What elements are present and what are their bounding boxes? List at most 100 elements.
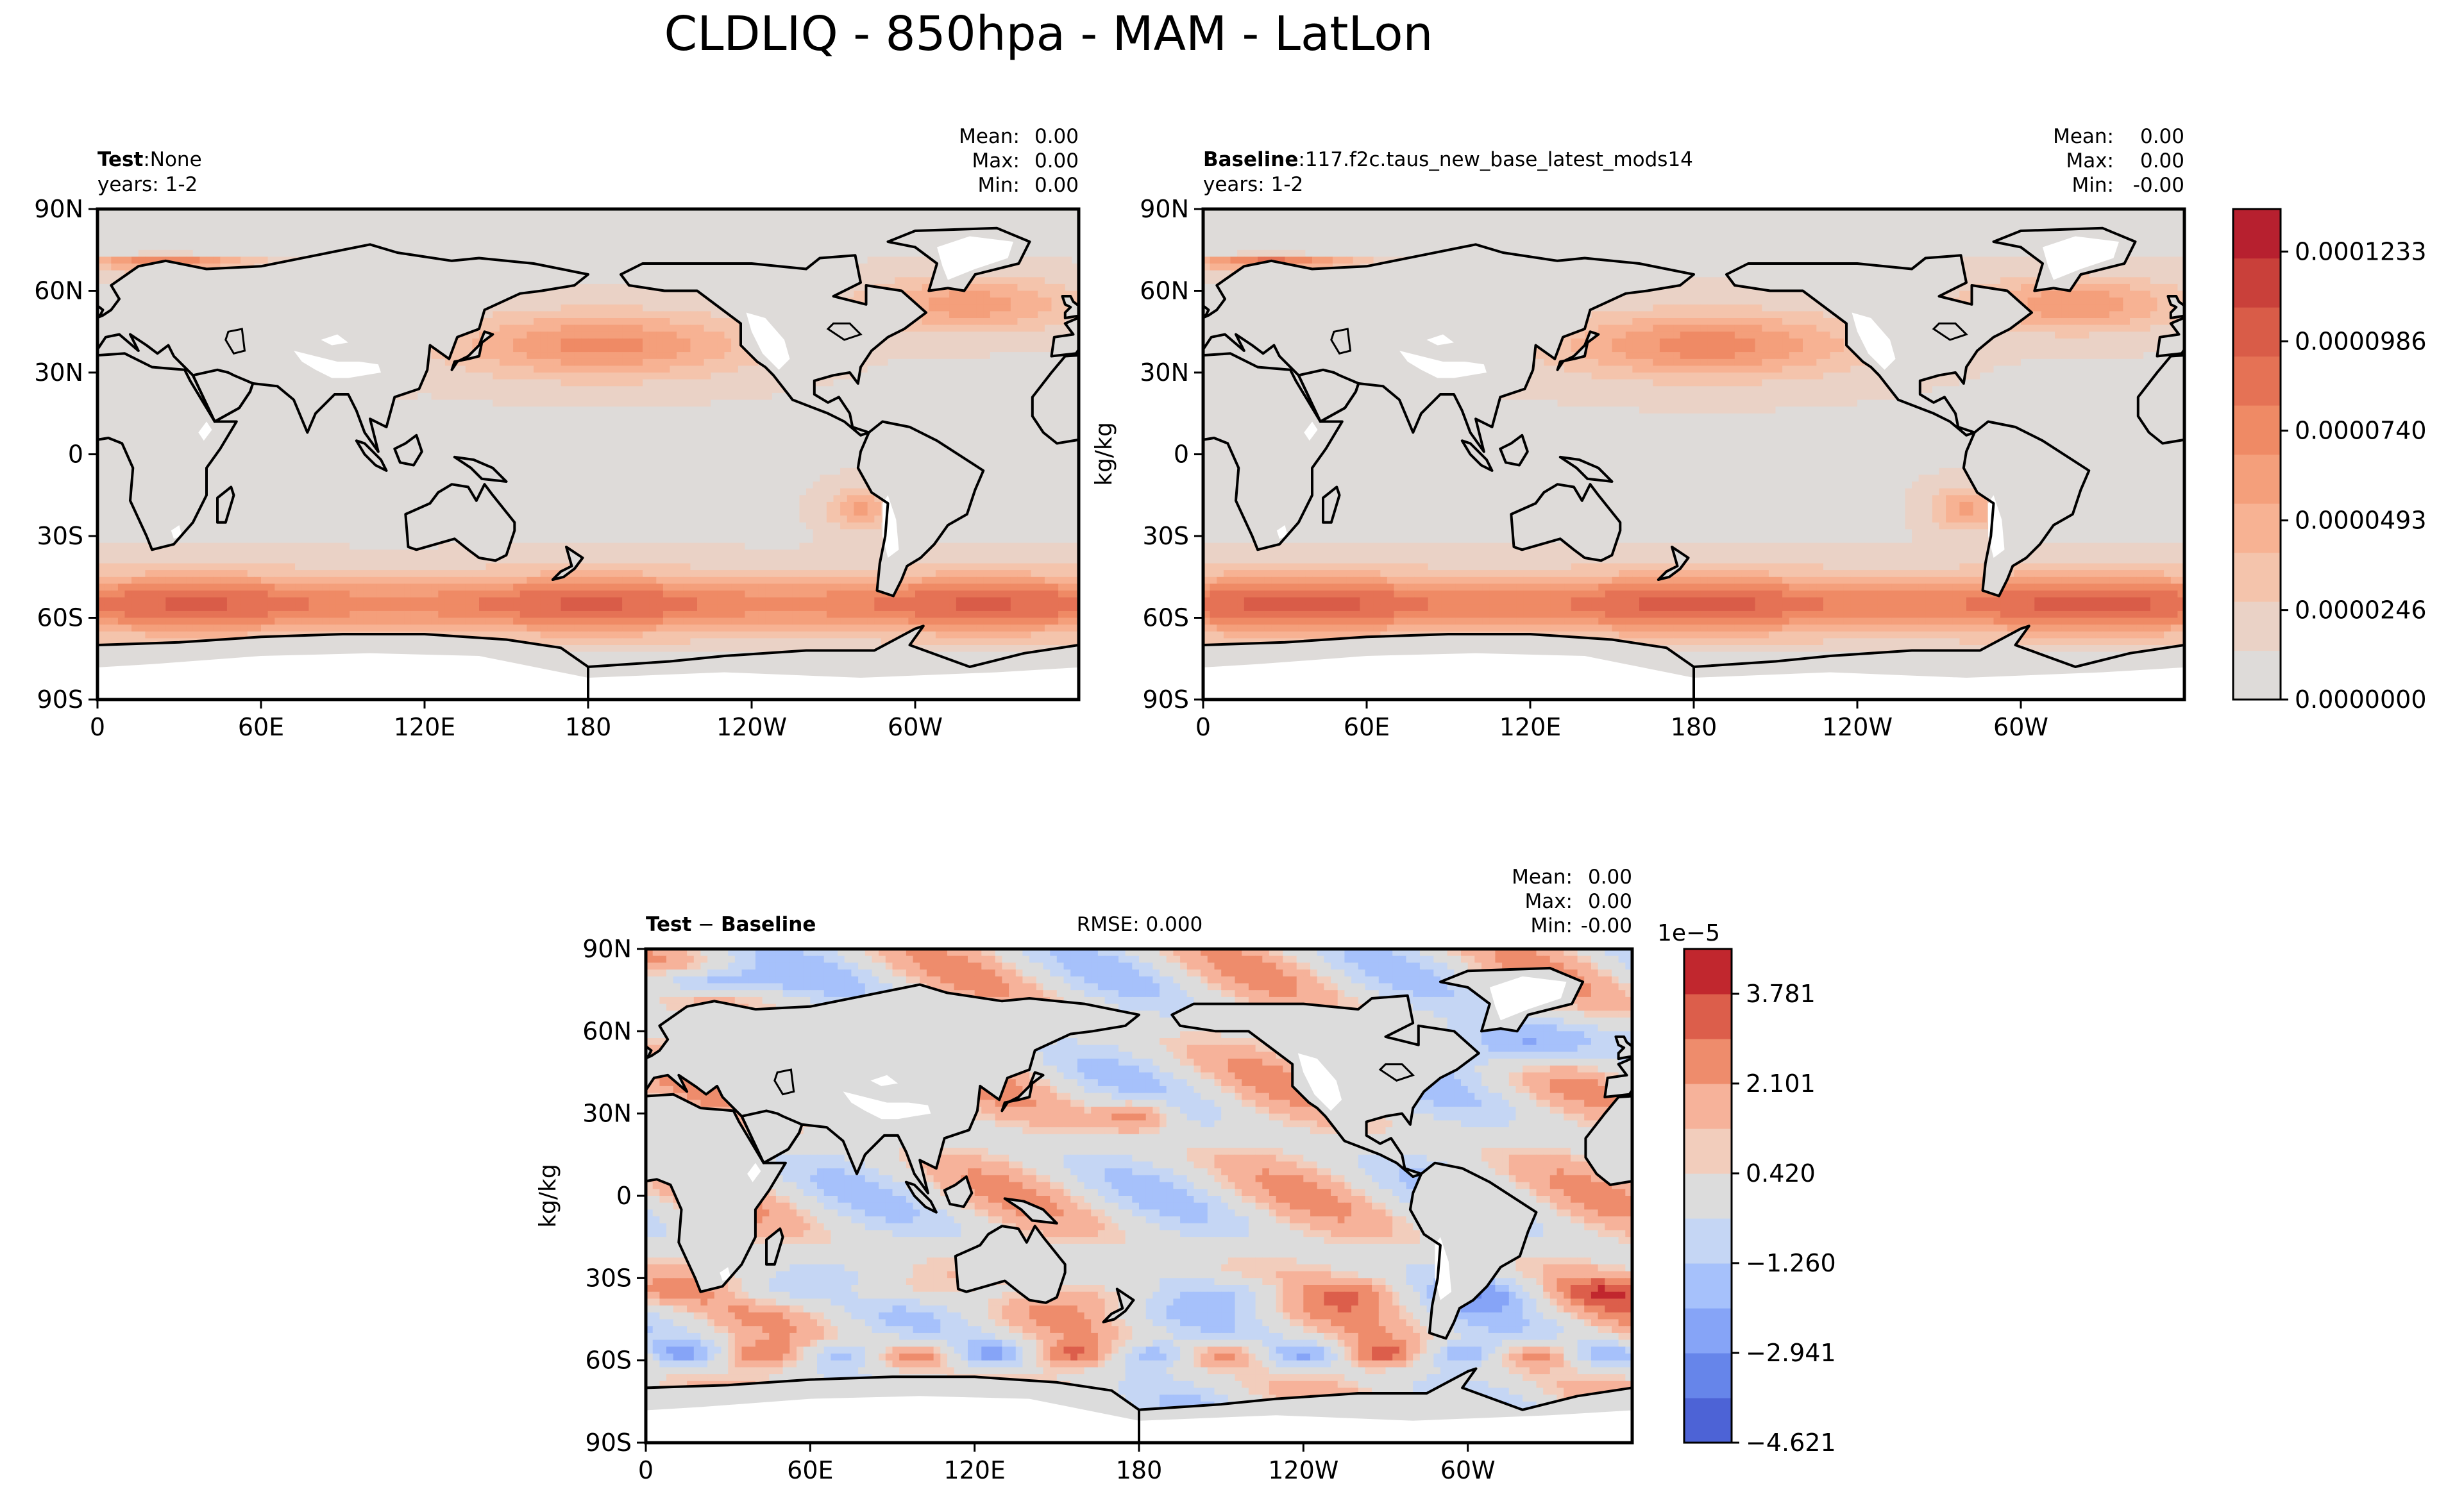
field-cell: [254, 399, 262, 407]
field-cell: [254, 427, 262, 435]
field-cell: [444, 236, 453, 244]
field-cell: [997, 386, 1004, 394]
field-cell: [1038, 290, 1045, 298]
field-cell: [561, 420, 568, 428]
field-cell: [254, 420, 262, 428]
field-cell: [479, 407, 487, 414]
field-cell: [636, 304, 643, 312]
field-cell: [847, 222, 854, 230]
field-cell: [861, 229, 868, 237]
field-cell: [949, 420, 957, 428]
field-cell: [779, 256, 786, 264]
field-cell: [553, 413, 562, 421]
field-cell: [874, 256, 882, 264]
field-cell: [990, 345, 998, 353]
field-cell: [662, 399, 671, 407]
field-cell: [942, 345, 950, 353]
field-cell: [724, 365, 732, 373]
field-cell: [929, 365, 936, 373]
field-cell: [499, 352, 507, 360]
field-cell: [485, 311, 493, 319]
field-cell: [643, 243, 650, 251]
field-cell: [553, 427, 562, 435]
field-cell: [322, 407, 330, 414]
field-cell: [267, 243, 275, 251]
field-cell: [867, 413, 875, 421]
field-cell: [711, 345, 718, 353]
field-cell: [438, 229, 446, 237]
field-cell: [444, 365, 453, 373]
field-cell: [390, 222, 398, 230]
field-cell: [513, 229, 521, 237]
field-cell: [867, 399, 875, 407]
field-cell: [207, 229, 214, 237]
field-cell: [595, 324, 602, 332]
field-cell: [384, 440, 391, 448]
field-cell: [867, 379, 875, 387]
field-cell: [588, 264, 596, 271]
field-cell: [342, 420, 350, 428]
field-cell: [949, 324, 957, 332]
field-cell: [493, 420, 500, 428]
field-cell: [295, 243, 303, 251]
field-cell: [527, 324, 534, 332]
field-cell: [881, 358, 889, 366]
field-cell: [595, 379, 602, 387]
field-cell: [704, 298, 711, 305]
field-cell: [888, 373, 895, 380]
field-cell: [861, 243, 868, 251]
field-cell: [506, 420, 514, 428]
field-cell: [568, 338, 575, 346]
field-cell: [1044, 236, 1052, 244]
field-cell: [622, 209, 630, 217]
field-cell: [670, 229, 677, 237]
field-cell: [267, 407, 275, 414]
field-cell: [581, 304, 589, 312]
field-cell: [527, 298, 534, 305]
field-cell: [547, 311, 555, 319]
field-cell: [970, 358, 977, 366]
field-cell: [792, 249, 800, 257]
field-cell: [649, 358, 657, 366]
field-cell: [901, 222, 909, 230]
field-cell: [465, 209, 473, 217]
field-cell: [758, 413, 766, 421]
field-cell: [547, 365, 555, 373]
field-cell: [697, 209, 705, 217]
field-cell: [342, 407, 350, 414]
field-cell: [1051, 249, 1059, 257]
field-cell: [459, 379, 466, 387]
field-cell: [970, 352, 977, 360]
field-cell: [772, 256, 780, 264]
field-cell: [1058, 324, 1066, 332]
field-cell: [574, 304, 582, 312]
field-cell: [534, 386, 541, 394]
field-cell: [670, 399, 677, 407]
field-cell: [854, 407, 861, 414]
field-cell: [908, 324, 916, 332]
field-cell: [711, 379, 718, 387]
field-cell: [124, 249, 132, 257]
field-cell: [956, 324, 963, 332]
field-cell: [963, 298, 970, 305]
field-cell: [479, 324, 487, 332]
field-cell: [138, 222, 146, 230]
field-cell: [990, 304, 998, 312]
field-cell: [908, 365, 916, 373]
field-cell: [629, 249, 636, 257]
field-cell: [152, 256, 160, 264]
field-cell: [745, 427, 752, 435]
field-cell: [915, 373, 923, 380]
field-cell: [908, 264, 916, 271]
field-cell: [588, 290, 596, 298]
field-cell: [643, 352, 650, 360]
field-cell: [588, 392, 596, 401]
field-cell: [534, 304, 541, 312]
field-cell: [731, 365, 739, 373]
field-cell: [117, 249, 126, 257]
field-cell: [493, 209, 500, 217]
field-cell: [213, 209, 221, 217]
field-cell: [472, 413, 480, 421]
field-cell: [104, 209, 112, 217]
field-cell: [976, 427, 984, 435]
